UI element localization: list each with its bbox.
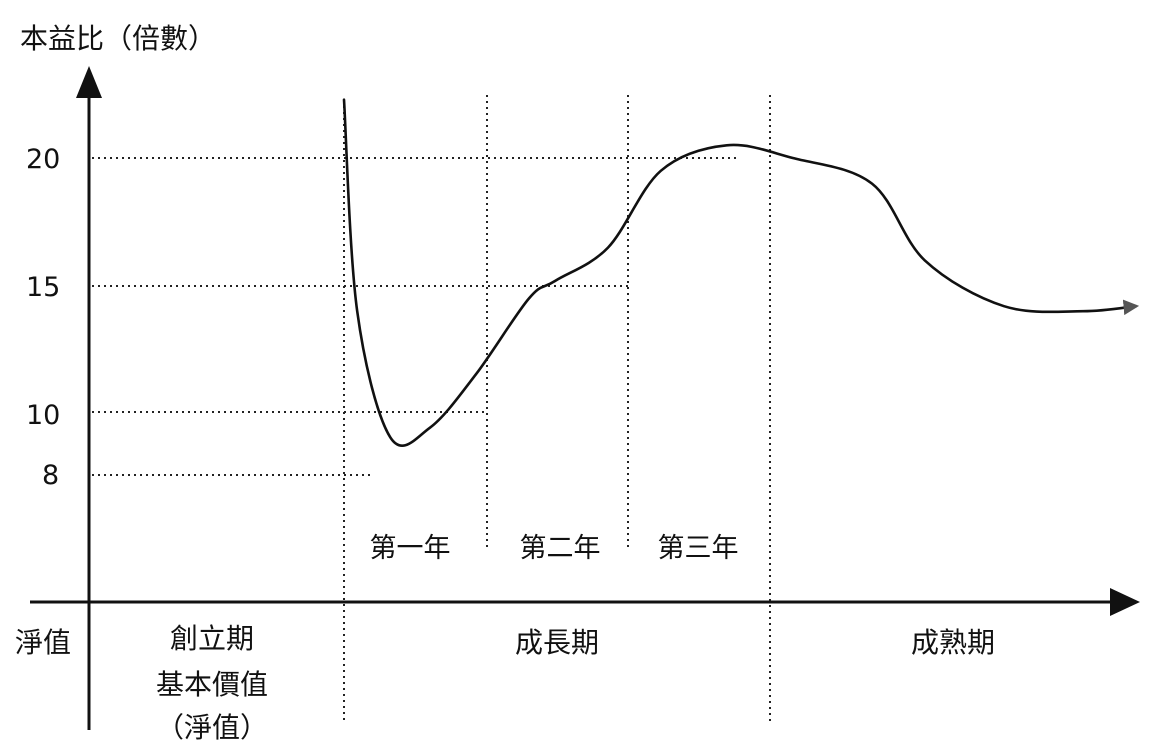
pe-ratio-curve: [342, 98, 1140, 447]
origin-label: 淨值: [15, 626, 71, 659]
y-tick-label-8: 8: [42, 460, 59, 491]
x-axis-arrowhead: [1110, 588, 1140, 616]
y-tick-label-10: 10: [26, 400, 60, 431]
y-axis-arrowhead: [76, 66, 102, 98]
phase-founding-line-1: 創立期: [170, 622, 254, 655]
phase-maturity-label: 成熟期: [911, 626, 995, 659]
y-tick-label-20: 20: [26, 144, 60, 175]
year-label-1: 第一年: [370, 533, 451, 564]
phase-founding-line-3: （淨值）: [156, 711, 268, 744]
year-label-2: 第二年: [520, 533, 601, 564]
y-axis-title: 本益比（倍數）: [20, 22, 216, 55]
phase-growth-label: 成長期: [515, 626, 599, 659]
phase-founding-line-2: 基本價值: [156, 668, 268, 701]
y-tick-label-15: 15: [26, 272, 60, 303]
year-label-3: 第三年: [658, 533, 739, 564]
